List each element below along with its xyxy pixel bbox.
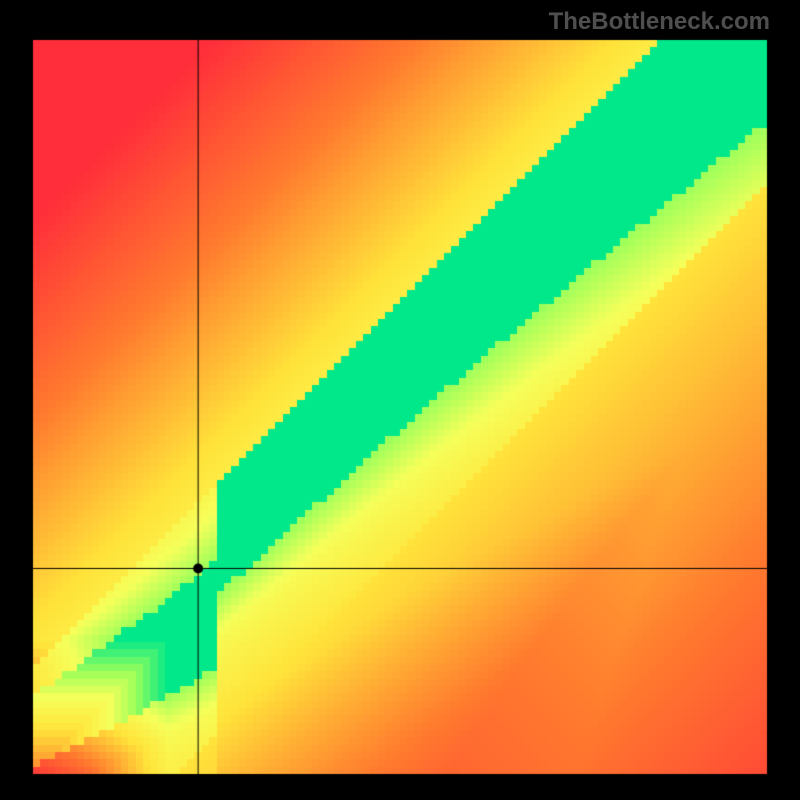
watermark-text: TheBottleneck.com	[549, 8, 770, 36]
bottleneck-heatmap	[0, 0, 800, 800]
chart-container: { "type": "heatmap", "canvas": { "width"…	[0, 0, 800, 800]
